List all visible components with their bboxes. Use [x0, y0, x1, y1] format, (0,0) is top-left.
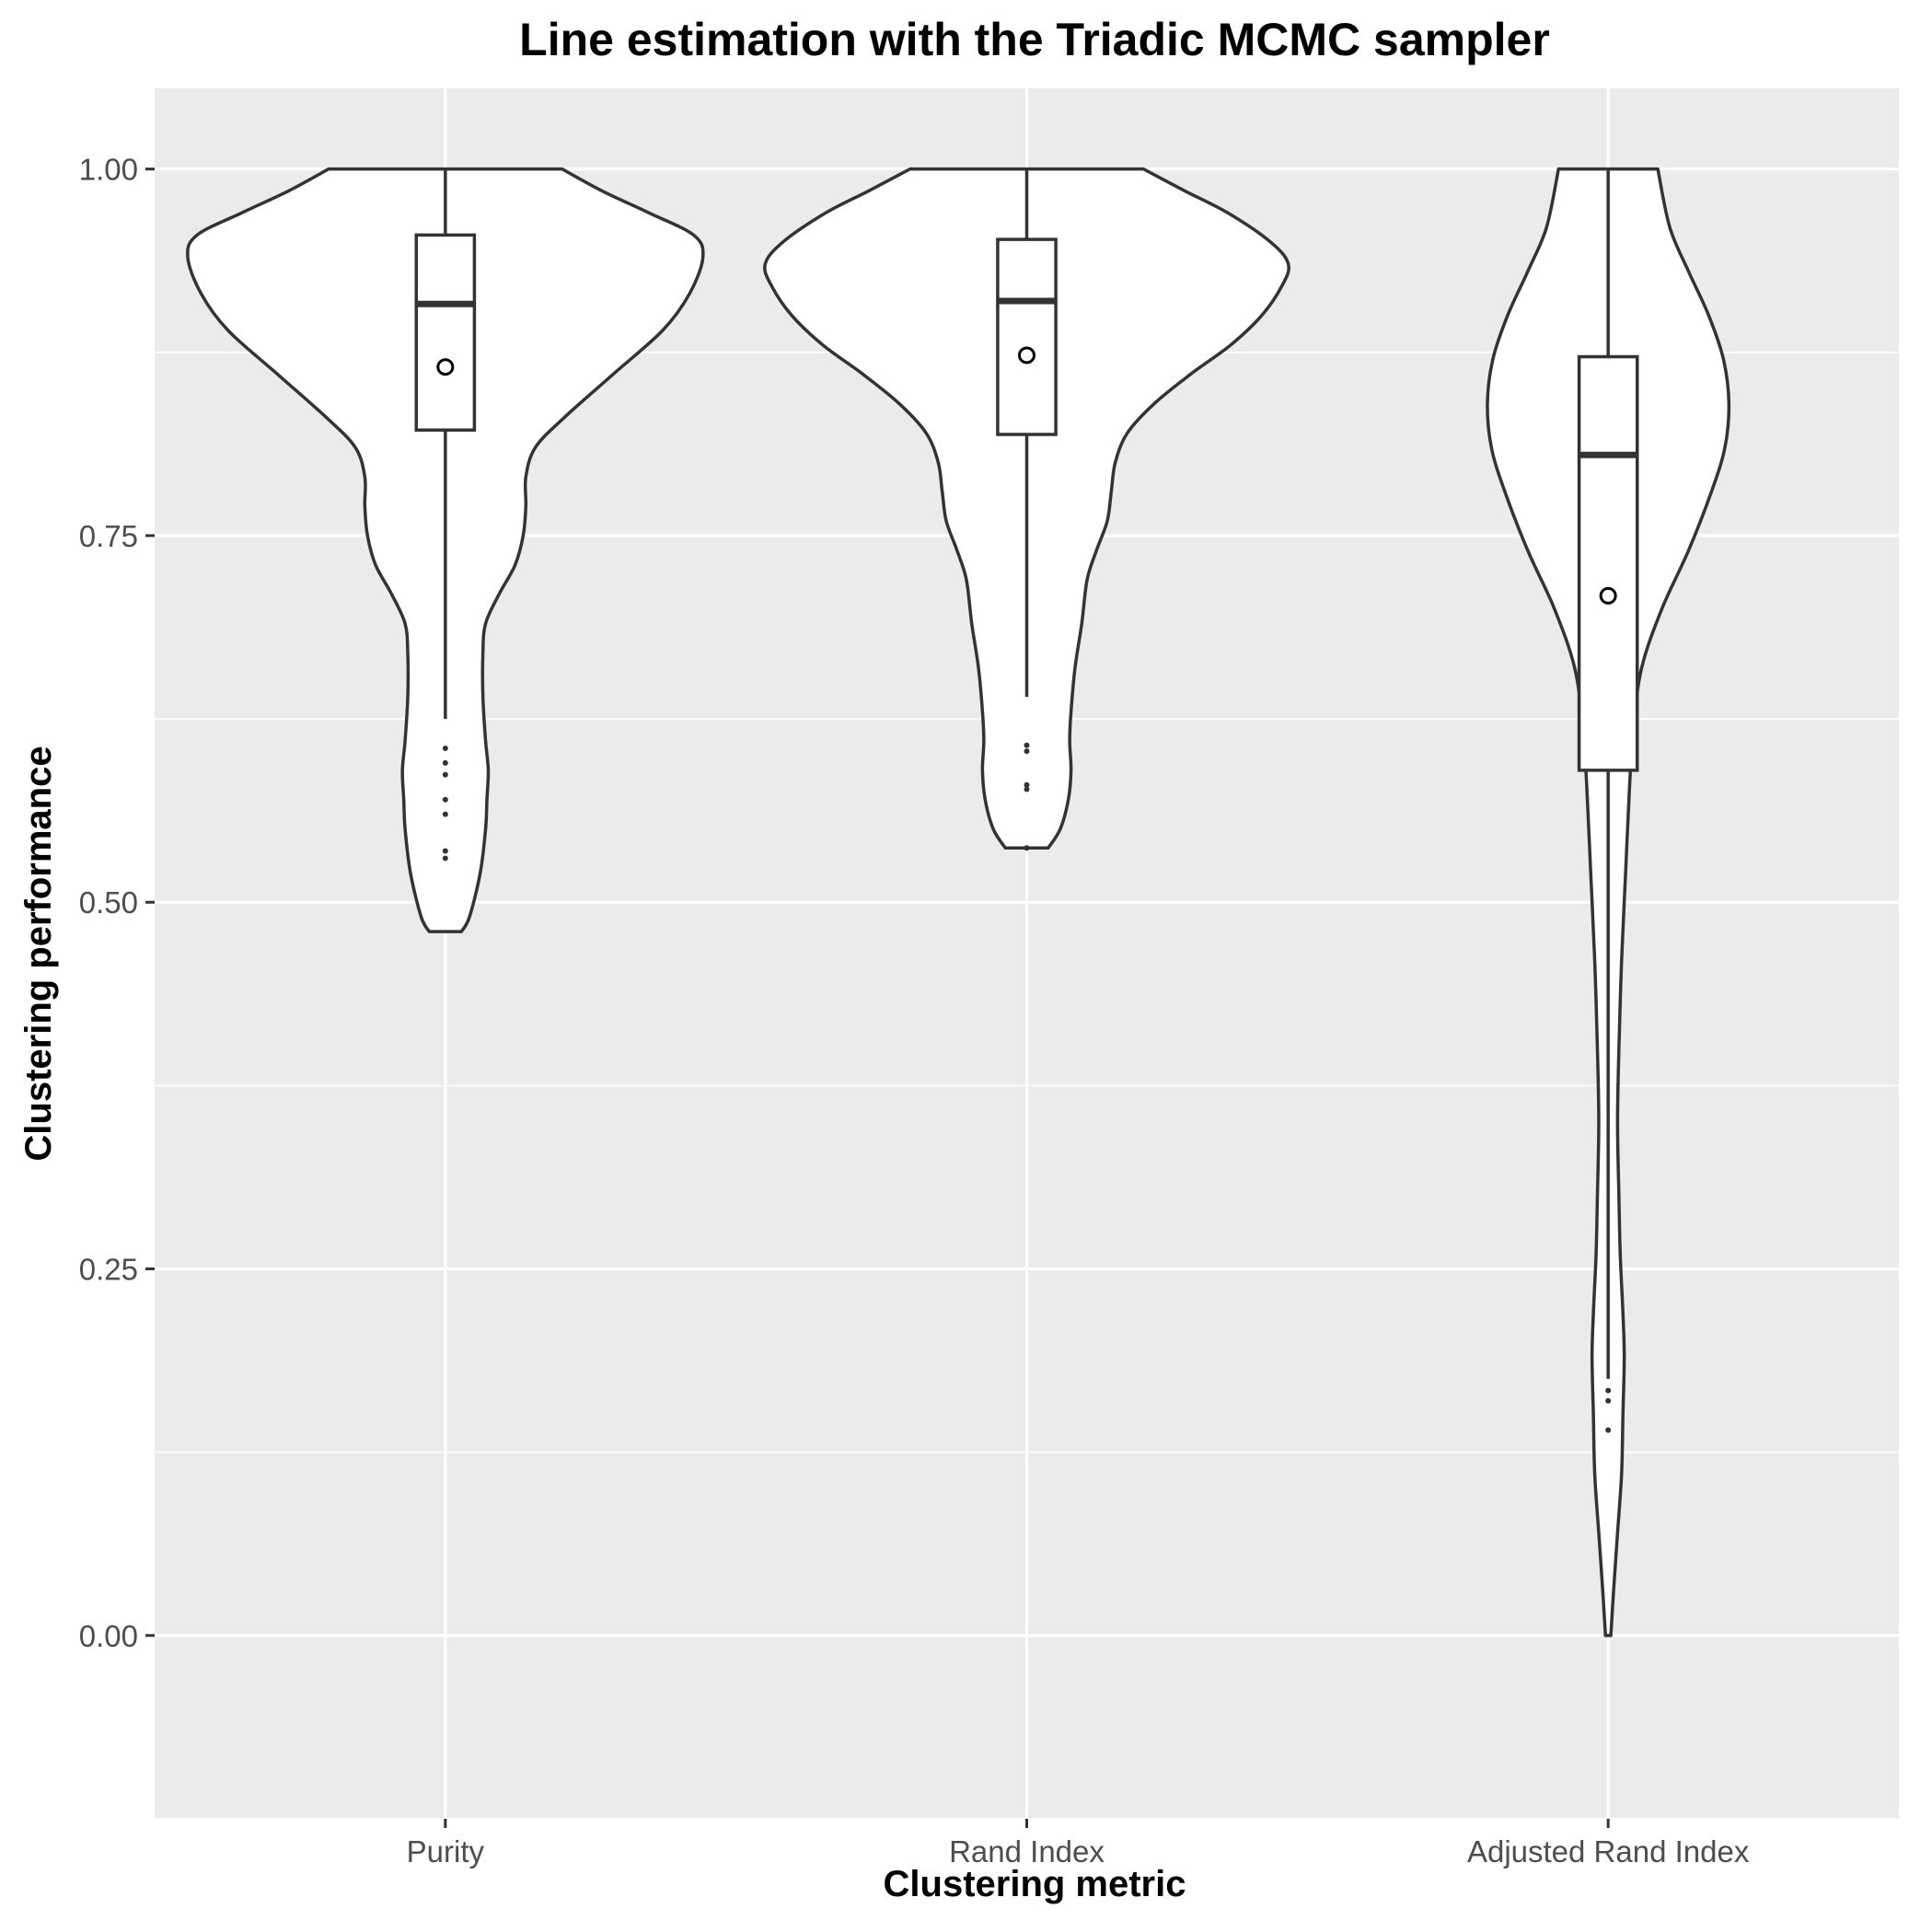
iqr-box: [996, 237, 1058, 436]
y-tick-label: 0.75: [79, 519, 138, 553]
outlier-point: [442, 855, 448, 862]
outlier-point: [442, 759, 448, 766]
outlier-point: [1024, 748, 1030, 755]
y-tick-label: 0.50: [79, 885, 138, 920]
outlier-point: [442, 796, 448, 803]
mean-point: [1018, 346, 1035, 364]
y-tick-label: 0.25: [79, 1253, 138, 1287]
x-axis: Purity Rand Index Adjusted Rand Index: [407, 1819, 1750, 1868]
iqr-box: [1577, 354, 1639, 772]
violin-group: [1486, 167, 1731, 1637]
y-tick-label: 1.00: [79, 153, 138, 187]
x-tick-label: Rand Index: [949, 1834, 1105, 1868]
outlier-point: [442, 771, 448, 778]
mean-point: [1599, 586, 1617, 605]
outlier-point: [1024, 845, 1030, 851]
y-axis-title: Clustering performance: [18, 746, 59, 1161]
outlier-point: [442, 848, 448, 854]
x-tick-label: Purity: [407, 1834, 485, 1868]
violin-series: [186, 167, 1731, 1637]
outlier-point: [1024, 786, 1030, 792]
x-axis-title: Clustering metric: [884, 1864, 1186, 1904]
mean-point: [436, 358, 455, 376]
iqr-box: [414, 233, 477, 432]
y-tick-label: 0.00: [79, 1619, 138, 1653]
outlier-point: [1605, 1427, 1612, 1433]
chart-title: Line estimation with the Triadic MCMC sa…: [519, 14, 1550, 65]
outlier-point: [442, 811, 448, 817]
violin-group: [186, 167, 705, 933]
outlier-point: [1605, 1387, 1612, 1394]
outlier-point: [1024, 742, 1030, 748]
x-tick-label: Adjusted Rand Index: [1467, 1834, 1750, 1868]
y-axis: 0.00 0.25 0.50 0.75 1.00: [79, 153, 155, 1653]
violin-group: [763, 167, 1290, 851]
outlier-point: [442, 745, 448, 751]
outlier-point: [1605, 1397, 1612, 1404]
outlier-point: [1024, 781, 1030, 788]
